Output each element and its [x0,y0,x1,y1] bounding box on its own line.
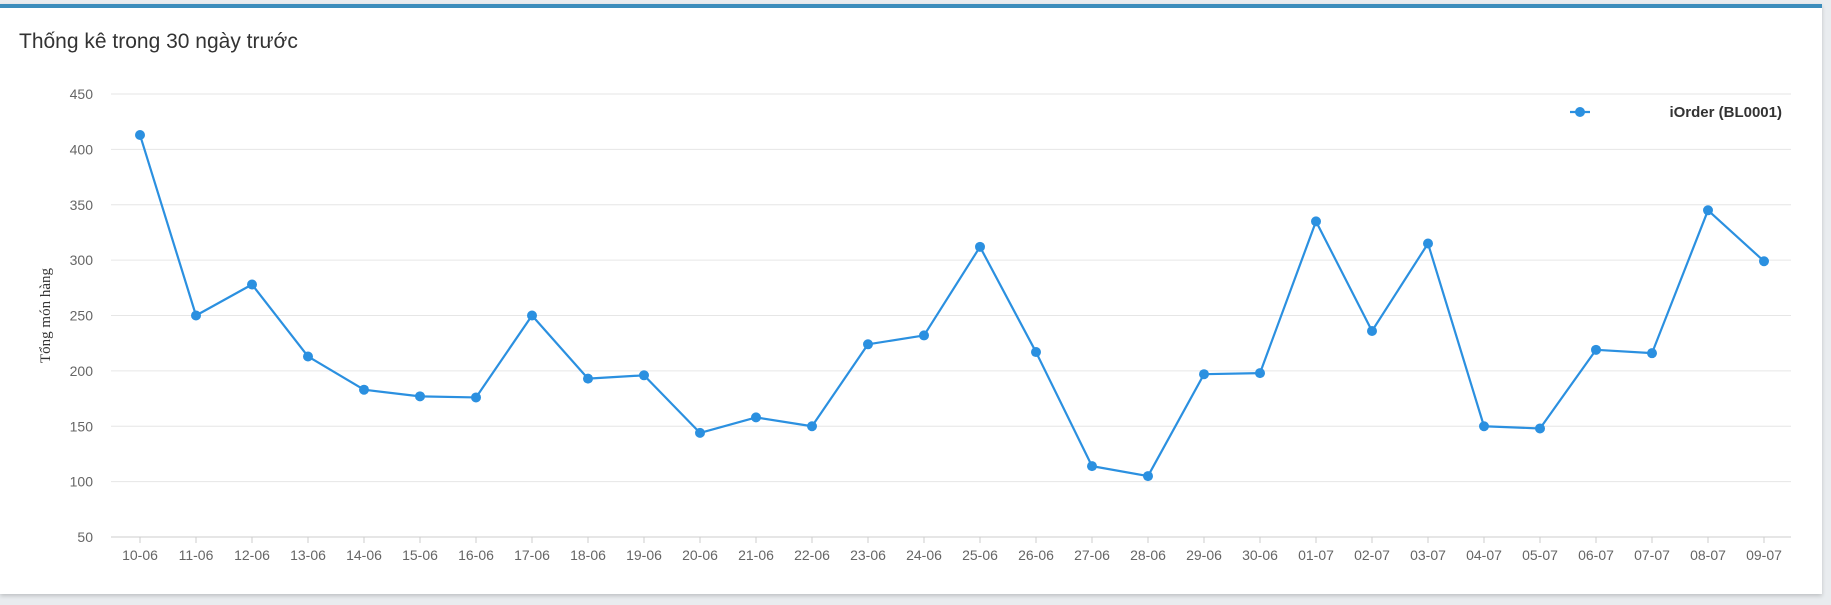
x-tick-label: 06-07 [1578,547,1614,563]
x-tick-label: 05-07 [1522,547,1558,563]
data-point [303,351,313,362]
series-line [138,134,1765,478]
x-tick-label: 30-06 [1242,547,1278,563]
x-tick-label: 26-06 [1018,547,1054,563]
data-point [1311,216,1321,227]
x-tick-label: 17-06 [514,547,550,563]
data-point [1087,461,1097,472]
data-point [1479,421,1489,432]
data-point [359,384,369,395]
data-point [135,129,145,140]
data-point [1759,256,1769,267]
x-tick-label: 11-06 [179,547,214,563]
x-tick-label: 03-07 [1410,547,1446,563]
data-point [1591,344,1601,355]
data-point [1143,471,1153,482]
x-tick-label: 02-07 [1354,547,1390,563]
data-point [1535,423,1545,434]
data-point [1423,238,1433,249]
y-tick-label: 300 [70,252,94,268]
legend-label: iOrder (BL0001) [1669,104,1782,121]
x-tick-label: 21-06 [738,547,774,563]
panel-title: Thống kê trong 30 ngày trước [19,30,298,53]
data-point [191,310,201,321]
data-point [807,421,817,432]
data-point [639,370,649,381]
data-point [1647,348,1657,359]
x-tick-label: 20-06 [682,547,718,563]
x-tick-label: 29-06 [1186,547,1222,563]
data-point [583,373,593,384]
y-tick-label: 400 [70,141,94,157]
data-point [751,412,761,423]
data-point [247,279,257,290]
x-tick-label: 04-07 [1466,547,1502,563]
x-tick-label: 01-07 [1298,547,1334,563]
x-tick-label: 10-06 [122,547,158,563]
x-tick-label: 07-07 [1634,547,1670,563]
data-point [863,339,873,350]
data-point [919,330,929,341]
x-tick-label: 24-06 [906,547,942,563]
data-point [975,241,985,252]
chart-panel: Thống kê trong 30 ngày trước [0,4,1822,594]
y-tick-label: 50 [77,529,93,545]
y-axis-title: Tổng món hàng [38,268,54,363]
x-tick-label: 08-07 [1690,547,1726,563]
y-tick-label: 350 [70,197,94,213]
x-tick-label: 19-06 [626,547,662,563]
x-tick-label: 09-07 [1746,547,1782,563]
x-tick-label: 25-06 [962,547,998,563]
x-tick-label: 13-06 [290,547,326,563]
data-point [1367,326,1377,337]
x-tick-label: 16-06 [458,547,494,563]
x-tick-label: 14-06 [346,547,382,563]
y-tick-label: 250 [70,308,94,324]
data-point [1199,369,1209,380]
legend-marker [1575,107,1585,117]
data-point [1703,205,1713,216]
data-point [527,310,537,321]
data-point [695,427,705,438]
data-point [1031,347,1041,358]
y-tick-label: 150 [70,418,94,434]
data-point [471,392,481,403]
x-tick-label: 27-06 [1074,547,1110,563]
x-tick-label: 22-06 [794,547,830,563]
x-tick-label: 28-06 [1130,547,1166,563]
y-tick-label: 200 [70,363,94,379]
x-tick-label: 15-06 [402,547,438,563]
x-tick-label: 23-06 [850,547,886,563]
y-tick-label: 100 [70,474,94,490]
x-tick-label: 12-06 [234,547,270,563]
data-point [1255,368,1265,379]
x-tick-label: 18-06 [570,547,606,563]
data-point [415,391,425,402]
y-tick-label: 450 [70,86,94,102]
